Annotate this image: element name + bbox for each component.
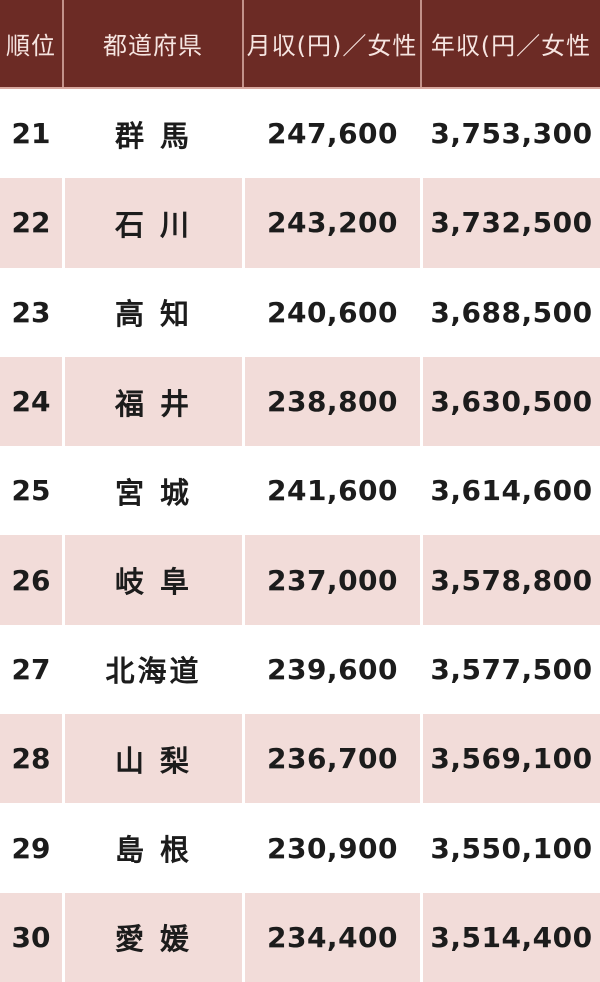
table-row: 23 高 知 240,600 3,688,500 <box>0 267 600 357</box>
rank-cell: 28 <box>0 714 62 804</box>
monthly-income-cell: 238,800 <box>242 356 420 447</box>
prefecture-cell: 高 知 <box>62 267 242 357</box>
monthly-income-cell: 234,400 <box>242 892 420 982</box>
table-row: 27 北海道 239,600 3,577,500 <box>0 624 600 715</box>
table-row: 28 山 梨 236,700 3,569,100 <box>0 714 600 804</box>
annual-income-cell: 3,630,500 <box>420 356 600 447</box>
prefecture-cell: 愛 媛 <box>62 892 242 982</box>
table-row: 21 群 馬 247,600 3,753,300 <box>0 89 600 179</box>
header-rank: 順位 <box>6 32 56 60</box>
annual-income-cell: 3,753,300 <box>420 89 600 179</box>
prefecture-cell: 岐 阜 <box>62 535 242 625</box>
monthly-income-cell: 237,000 <box>242 535 420 625</box>
table-row: 22 石 川 243,200 3,732,500 <box>0 178 600 268</box>
prefecture-cell: 島 根 <box>62 803 242 893</box>
annual-income-cell: 3,514,400 <box>420 892 600 982</box>
monthly-income-cell: 243,200 <box>242 178 420 268</box>
monthly-income-cell: 241,600 <box>242 446 420 536</box>
table-row: 26 岐 阜 237,000 3,578,800 <box>0 535 600 625</box>
monthly-income-cell: 230,900 <box>242 803 420 893</box>
annual-income-cell: 3,614,600 <box>420 446 600 536</box>
rank-cell: 25 <box>0 446 62 536</box>
monthly-income-cell: 240,600 <box>242 267 420 357</box>
prefecture-cell: 石 川 <box>62 178 242 268</box>
monthly-income-cell: 236,700 <box>242 714 420 804</box>
prefecture-cell: 宮 城 <box>62 446 242 536</box>
table-header: 順位 都道府県 月収(円)／女性 年収(円／女性 <box>0 0 600 89</box>
annual-income-cell: 3,578,800 <box>420 535 600 625</box>
table-row: 24 福 井 238,800 3,630,500 <box>0 356 600 447</box>
rank-cell: 22 <box>0 178 62 268</box>
prefecture-cell: 山 梨 <box>62 714 242 804</box>
annual-income-cell: 3,577,500 <box>420 624 600 715</box>
table-row: 30 愛 媛 234,400 3,514,400 <box>0 892 600 982</box>
rank-cell: 30 <box>0 892 62 982</box>
prefecture-cell: 福 井 <box>62 356 242 447</box>
rank-cell: 24 <box>0 356 62 447</box>
annual-income-cell: 3,550,100 <box>420 803 600 893</box>
header-annual-income: 年収(円／女性 <box>420 0 600 87</box>
annual-income-cell: 3,732,500 <box>420 178 600 268</box>
rank-cell: 21 <box>0 89 62 179</box>
rank-cell: 23 <box>0 267 62 357</box>
prefecture-cell: 北海道 <box>62 624 242 715</box>
annual-income-cell: 3,688,500 <box>420 267 600 357</box>
table-row: 25 宮 城 241,600 3,614,600 <box>0 446 600 536</box>
annual-income-cell: 3,569,100 <box>420 714 600 804</box>
rank-cell: 27 <box>0 624 62 715</box>
rank-cell: 26 <box>0 535 62 625</box>
table-row: 29 島 根 230,900 3,550,100 <box>0 803 600 893</box>
header-prefecture: 都道府県 <box>62 0 242 87</box>
monthly-income-cell: 239,600 <box>242 624 420 715</box>
rank-cell: 29 <box>0 803 62 893</box>
header-monthly-income: 月収(円)／女性 <box>242 0 420 87</box>
monthly-income-cell: 247,600 <box>242 89 420 179</box>
prefecture-cell: 群 馬 <box>62 89 242 179</box>
